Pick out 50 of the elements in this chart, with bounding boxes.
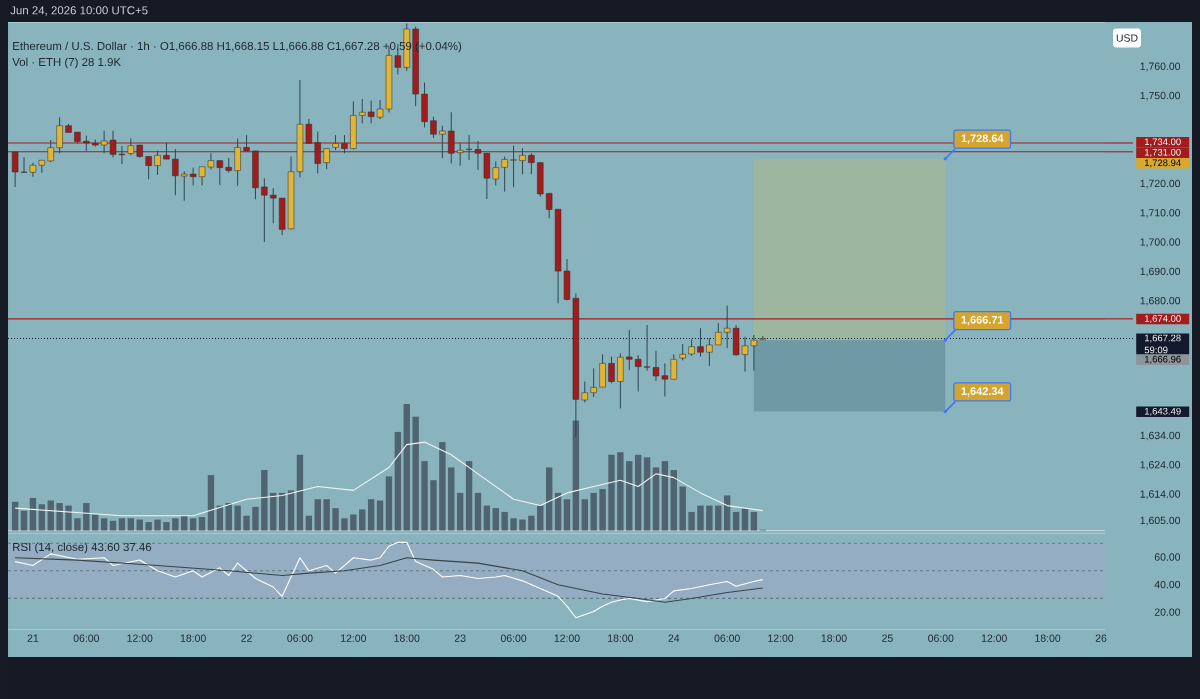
x-tick-label: 18:00 — [608, 634, 634, 642]
x-tick-label: 18:00 — [180, 634, 206, 642]
y-tick-label: 20.00 — [1154, 608, 1181, 616]
y-tick-label: 1,624.00 — [1140, 461, 1181, 470]
y-tick-label: 1,760.00 — [1140, 62, 1181, 72]
x-tick-label: 12:00 — [981, 634, 1007, 642]
x-tick-label: 25 — [882, 634, 893, 642]
y-tick-label: 1,605.00 — [1140, 516, 1181, 526]
annotation: 1,666.71 — [961, 315, 1004, 326]
text: USD — [1116, 34, 1138, 42]
x-tick-label: 18:00 — [394, 634, 420, 642]
x-tick-label: 06:00 — [73, 634, 100, 642]
y-tick-label: 1,614.00 — [1140, 490, 1181, 499]
x-tick-label: 22 — [241, 634, 252, 642]
x-tick-label: 26 — [1095, 634, 1107, 642]
x-tick-label: 12:00 — [768, 634, 794, 642]
x-tick-label: 06:00 — [928, 634, 954, 642]
x-tick-label: 06:00 — [714, 634, 740, 642]
x-tick-label: 12:00 — [127, 634, 153, 642]
x-tick-label: 24 — [668, 634, 680, 642]
y-tick-label: 1,634.00 — [1140, 431, 1181, 441]
ref-line-label: 1,731.00 — [1145, 148, 1181, 157]
annotation: 1,642.34 — [961, 387, 1004, 397]
x-tick-label: 12:00 — [554, 634, 580, 642]
x-tick-label: 18:00 — [1035, 634, 1061, 642]
y-tick-label: 1,680.00 — [1140, 296, 1181, 306]
chart-subtitle: Jun 24, 2026 10:00 UTC+5 — [10, 6, 148, 16]
y-tick-label: 1,690.00 — [1140, 267, 1181, 277]
text: 59:09 — [1144, 346, 1168, 354]
ref-line-label: 1,734.00 — [1145, 138, 1181, 147]
text: RSI (14, close) 43.60 37.46 — [13, 542, 152, 554]
y-tick-label: 1,700.00 — [1140, 238, 1181, 247]
y-tick-label: 40.00 — [1154, 580, 1181, 589]
y-tick-label: 1,750.00 — [1140, 91, 1181, 101]
annotation: 1,728.64 — [961, 134, 1004, 144]
x-tick-label: 23 — [454, 634, 466, 642]
x-tick-label: 12:00 — [341, 634, 367, 642]
x-tick-label: 21 — [27, 634, 39, 642]
x-tick-label: 06:00 — [287, 634, 313, 642]
chart-title: Vol · ETH (7) 28 1.9K — [12, 57, 121, 69]
ref-line-label: 1,667.28 — [1145, 334, 1181, 343]
x-tick-label: 18:00 — [821, 634, 847, 642]
text: 1,643.49 — [1145, 407, 1181, 416]
y-tick-label: 1,720.00 — [1140, 179, 1181, 189]
text: 1,728.94 — [1145, 159, 1181, 168]
y-tick-label: 1,710.00 — [1140, 209, 1181, 218]
text: 1,666.96 — [1145, 355, 1181, 364]
ref-line-label: 1,674.00 — [1145, 315, 1181, 323]
x-tick-label: 06:00 — [500, 634, 527, 642]
y-tick-label: 60.00 — [1154, 553, 1181, 561]
